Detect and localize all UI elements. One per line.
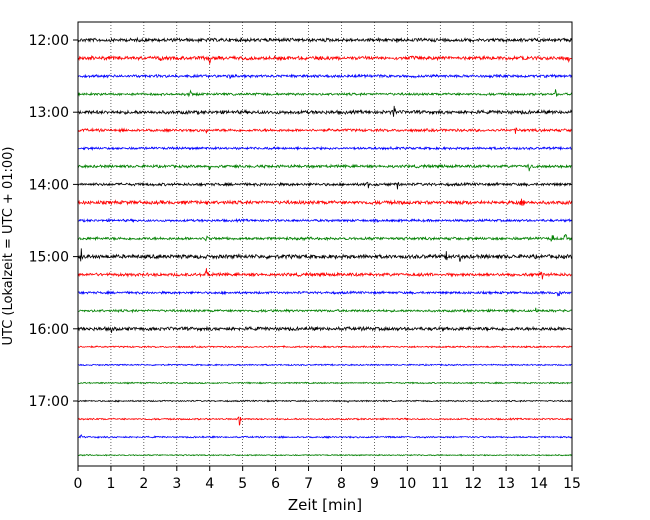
trace-1600	[77, 325, 573, 333]
x-axis-ticks: 0 1 2 3 4 5 6 7 8 9 10 11 12 13 14 15	[74, 466, 581, 492]
trace-1245	[77, 89, 573, 98]
x-tick-label: 13	[497, 476, 515, 492]
x-tick-label: 7	[304, 476, 313, 492]
x-axis-label: Zeit [min]	[288, 496, 362, 514]
trace-1730	[77, 434, 573, 439]
trace-1345	[77, 163, 573, 172]
trace-1700	[77, 399, 573, 403]
plot-frame	[77, 21, 573, 467]
trace-1400	[77, 181, 573, 190]
x-tick-label: 6	[271, 476, 280, 492]
x-tick-label: 4	[205, 476, 214, 492]
y-tick-label: 14:00	[29, 177, 69, 193]
trace-1630	[77, 363, 573, 367]
x-tick-label: 9	[370, 476, 379, 492]
trace-1430	[77, 217, 573, 224]
y-tick-label: 12:00	[29, 33, 69, 49]
trace-1445	[77, 234, 573, 242]
x-tick-label: 5	[238, 476, 247, 492]
trace-1315	[77, 127, 573, 134]
trace-1500	[77, 248, 573, 262]
y-axis-ticks: 12:00 13:00 14:00 15:00 16:00 17:00	[29, 33, 78, 410]
trace-1645	[77, 381, 573, 385]
trace-1515	[77, 268, 573, 280]
y-axis-label: UTC (Lokalzeit = UTC + 01:00)	[1, 147, 16, 346]
trace-1715	[77, 416, 573, 426]
x-tick-label: 15	[563, 476, 581, 492]
trace-1415	[77, 198, 573, 206]
x-tick-label: 2	[139, 476, 148, 492]
y-tick-label: 17:00	[29, 394, 69, 410]
x-tick-label: 1	[106, 476, 115, 492]
trace-1615	[77, 344, 573, 349]
x-tick-label: 12	[464, 476, 482, 492]
trace-1545	[77, 307, 573, 314]
trace-1215	[77, 54, 573, 65]
y-tick-label: 13:00	[29, 105, 69, 121]
vertical-grid	[110, 22, 540, 466]
trace-1230	[77, 73, 573, 80]
trace-1300	[77, 105, 573, 117]
x-tick-label: 3	[172, 476, 181, 492]
trace-1200	[77, 36, 573, 44]
trace-1530	[77, 289, 573, 297]
x-tick-label: 8	[337, 476, 346, 492]
x-tick-label: 14	[530, 476, 548, 492]
y-tick-label: 16:00	[29, 322, 69, 338]
x-tick-label: 10	[398, 476, 416, 492]
x-tick-label: 11	[431, 476, 449, 492]
trace-1745	[77, 453, 573, 457]
x-tick-label: 0	[74, 476, 83, 492]
trace-1330	[77, 145, 573, 151]
seismic-traces	[77, 36, 573, 457]
y-tick-label: 15:00	[29, 250, 69, 266]
